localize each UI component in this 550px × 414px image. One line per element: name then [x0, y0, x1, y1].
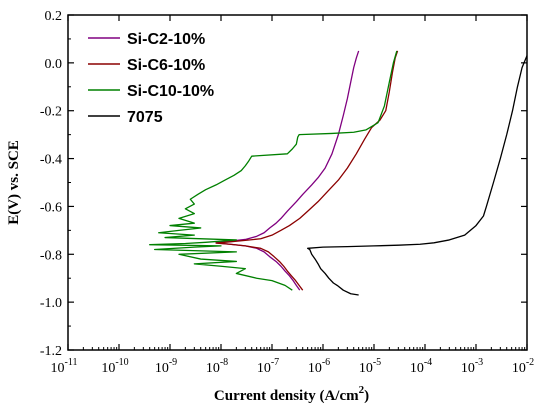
x-tick-label: 10-11: [51, 357, 78, 376]
x-tick-label: 10-4: [410, 357, 432, 376]
x-axis-label: Current density (A/cm2): [214, 384, 369, 404]
y-tick-label: -0.8: [40, 248, 62, 263]
series-line-3: [149, 50, 398, 291]
series-line-2: [215, 50, 399, 291]
x-tick-label: 10-5: [359, 357, 381, 376]
x-axis: 10-11 10-10 10-9 10-8 10-7 10-6 10-5 10-4 10-3 10…: [51, 15, 534, 376]
y-tick-label: -0.6: [40, 200, 62, 215]
legend-label: 7075: [127, 109, 163, 126]
legend-label: Si-C10-10%: [127, 83, 214, 100]
y-tick-label: 0.2: [45, 9, 63, 24]
y-tick-label: -0.4: [40, 153, 62, 168]
y-tick-label: -0.2: [40, 105, 62, 120]
x-tick-label: 10-10: [101, 357, 128, 376]
legend-label: Si-C2-10%: [127, 31, 205, 48]
x-tick-label: 10-8: [206, 357, 228, 376]
x-tick-label: 10-3: [461, 357, 483, 376]
y-tick-label: -1.0: [40, 296, 62, 311]
y-axis: -1.2 -1.0 -0.8 -0.6 -0.4 -0.2 0.0 0.2: [40, 9, 527, 359]
series-layer: [149, 50, 528, 296]
legend-label: Si-C6-10%: [127, 57, 205, 74]
y-tick-label: -1.2: [40, 344, 62, 359]
x-tick-label: 10-6: [308, 357, 330, 376]
x-tick-label: 10-9: [155, 357, 177, 376]
x-tick-label: 10-2: [512, 357, 534, 376]
legend: Si-C2-10% Si-C6-10% Si-C10-10% 7075: [88, 31, 214, 126]
series-line-1: [215, 50, 360, 291]
series-line-4: [307, 55, 528, 296]
y-axis-label: E(V) vs. SCE: [6, 140, 22, 225]
x-tick-label: 10-7: [257, 357, 279, 376]
y-tick-label: 0.0: [45, 57, 63, 72]
